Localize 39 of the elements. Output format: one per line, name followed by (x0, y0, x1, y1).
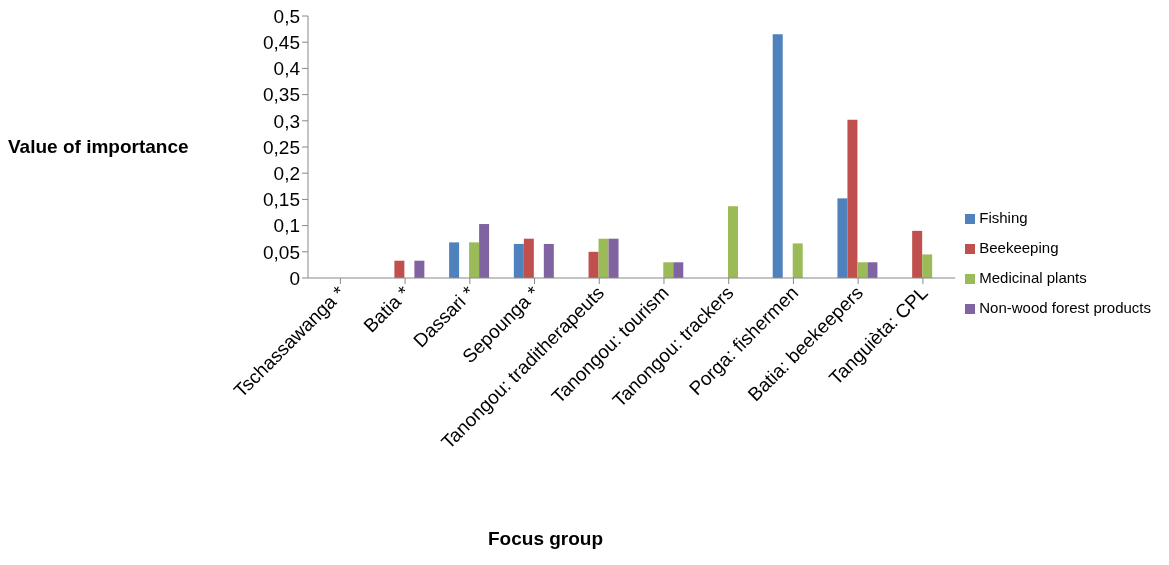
y-tick-label: 0,45 (263, 31, 300, 53)
bar (727, 206, 738, 278)
bar (414, 260, 425, 278)
y-tick-label: 0,2 (273, 162, 300, 184)
bar (837, 198, 848, 278)
y-tick-label: 0,5 (273, 5, 300, 27)
legend-label: Beekeeping (979, 239, 1059, 256)
bar (523, 238, 534, 278)
y-tick-label: 0,05 (263, 241, 300, 263)
bar (912, 230, 923, 278)
y-tick-label: 0,3 (273, 110, 300, 132)
bar (479, 224, 490, 278)
y-tick-label: 0,25 (263, 136, 300, 158)
bar (772, 34, 783, 278)
bar (449, 242, 460, 278)
y-axis-title: Value of importance (8, 136, 189, 158)
legend-label: Non-wood forest products (979, 299, 1151, 316)
bar (847, 119, 858, 278)
legend-label: Medicinal plants (979, 269, 1087, 286)
bar (608, 238, 619, 278)
bar (857, 262, 868, 278)
bar (394, 260, 405, 278)
bar (673, 262, 684, 278)
y-tick-label: 0 (289, 267, 300, 289)
bar (792, 243, 803, 278)
bar (469, 242, 480, 278)
bar (598, 238, 609, 278)
y-tick-label: 0,1 (273, 215, 300, 237)
bar (663, 262, 674, 278)
bar (513, 243, 524, 278)
bar (588, 251, 599, 278)
bar (543, 243, 554, 278)
bar (922, 254, 933, 278)
x-axis-title: Focus group (488, 528, 604, 550)
legend-label: Fishing (979, 209, 1028, 226)
y-tick-label: 0,35 (263, 84, 300, 106)
y-tick-label: 0,15 (263, 189, 300, 211)
y-tick-label: 0,4 (273, 58, 301, 80)
bar (867, 262, 878, 278)
